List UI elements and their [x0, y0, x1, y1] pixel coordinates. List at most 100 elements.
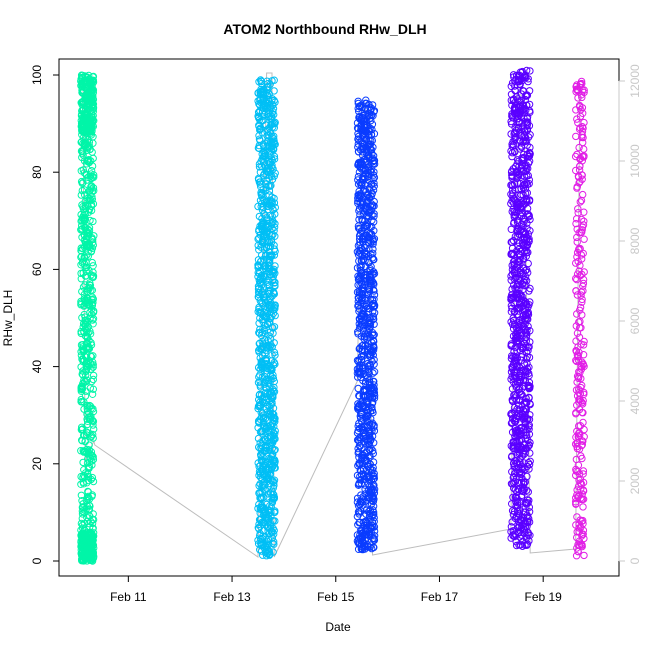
- data-point: [78, 425, 86, 434]
- data-point: [263, 344, 272, 352]
- data-point: [89, 510, 97, 518]
- data-point: [255, 390, 264, 399]
- data-point: [515, 239, 524, 248]
- data-point: [256, 515, 264, 523]
- data-point: [354, 135, 362, 143]
- data-point: [369, 369, 377, 377]
- data-point: [264, 137, 272, 145]
- data-point: [88, 377, 96, 386]
- data-point: [368, 278, 377, 286]
- data-point: [576, 368, 584, 376]
- data-point: [355, 540, 364, 549]
- data-point: [365, 511, 374, 520]
- data-point: [512, 130, 520, 138]
- data-point: [507, 82, 515, 91]
- data-point: [508, 518, 516, 526]
- data-point: [523, 367, 531, 376]
- data-point: [271, 435, 279, 443]
- data-point: [353, 356, 362, 365]
- data-point: [362, 473, 371, 481]
- data-point: [516, 533, 524, 541]
- data-point: [257, 441, 266, 450]
- data-point: [87, 352, 95, 360]
- data-point: [261, 149, 269, 158]
- data-point: [81, 437, 90, 446]
- data-point: [370, 197, 378, 206]
- data-point: [369, 175, 377, 183]
- data-point: [85, 511, 93, 520]
- data-point: [264, 141, 272, 150]
- data-point: [518, 104, 526, 112]
- data-point: [359, 539, 367, 547]
- data-point: [573, 329, 582, 337]
- data-point: [363, 197, 371, 205]
- data-point: [509, 443, 517, 451]
- data-point: [271, 517, 279, 525]
- data-point: [361, 525, 369, 534]
- data-point: [523, 364, 532, 373]
- data-point: [514, 123, 522, 132]
- data-point: [580, 118, 588, 127]
- data-point: [507, 410, 515, 418]
- data-point: [260, 312, 268, 321]
- data-point: [365, 314, 374, 322]
- data-point: [77, 491, 86, 499]
- data-point: [77, 226, 85, 234]
- data-point: [265, 155, 273, 163]
- data-point: [255, 135, 264, 143]
- data-point: [259, 116, 267, 125]
- data-point: [260, 413, 268, 421]
- data-point: [265, 187, 274, 195]
- data-point: [354, 194, 362, 202]
- data-point: [266, 104, 274, 113]
- data-point: [575, 101, 584, 110]
- data-point: [354, 180, 363, 188]
- data-point: [270, 241, 278, 250]
- data-point: [365, 126, 373, 134]
- data-point: [261, 427, 269, 436]
- data-point: [81, 115, 90, 124]
- data-point: [509, 474, 517, 482]
- data-point: [518, 205, 526, 213]
- data-point: [269, 145, 278, 153]
- data-point: [356, 115, 364, 123]
- data-point: [78, 127, 86, 136]
- data-point: [269, 272, 277, 281]
- data-point: [357, 159, 365, 167]
- data-point: [79, 212, 88, 220]
- data-point: [512, 211, 520, 220]
- data-point: [270, 530, 278, 538]
- data-point: [513, 160, 521, 168]
- data-point: [268, 444, 276, 453]
- data-point: [266, 114, 275, 123]
- data-point: [510, 357, 519, 365]
- y-tick-label: 0: [30, 557, 44, 564]
- data-point: [255, 212, 264, 221]
- data-point: [355, 402, 363, 410]
- data-point: [574, 94, 582, 102]
- data-point: [263, 320, 272, 328]
- data-point: [368, 254, 377, 262]
- data-point: [259, 507, 268, 516]
- data-point: [578, 311, 586, 319]
- data-point: [270, 446, 278, 455]
- data-point: [507, 342, 515, 350]
- data-point: [89, 77, 97, 86]
- data-point: [370, 130, 379, 138]
- data-point: [370, 218, 378, 226]
- data-point: [356, 103, 364, 111]
- data-point: [355, 480, 363, 488]
- data-point: [354, 199, 362, 208]
- data-point: [507, 147, 515, 155]
- data-point: [367, 116, 375, 125]
- data-point: [77, 387, 86, 395]
- y2-tick-label: 2000: [628, 467, 642, 494]
- data-point: [366, 333, 374, 341]
- data-point: [519, 322, 528, 330]
- data-point: [354, 405, 362, 413]
- data-point: [515, 97, 523, 105]
- data-point: [370, 489, 379, 497]
- data-point: [522, 398, 530, 406]
- data-point: [364, 304, 372, 313]
- data-point: [370, 534, 378, 543]
